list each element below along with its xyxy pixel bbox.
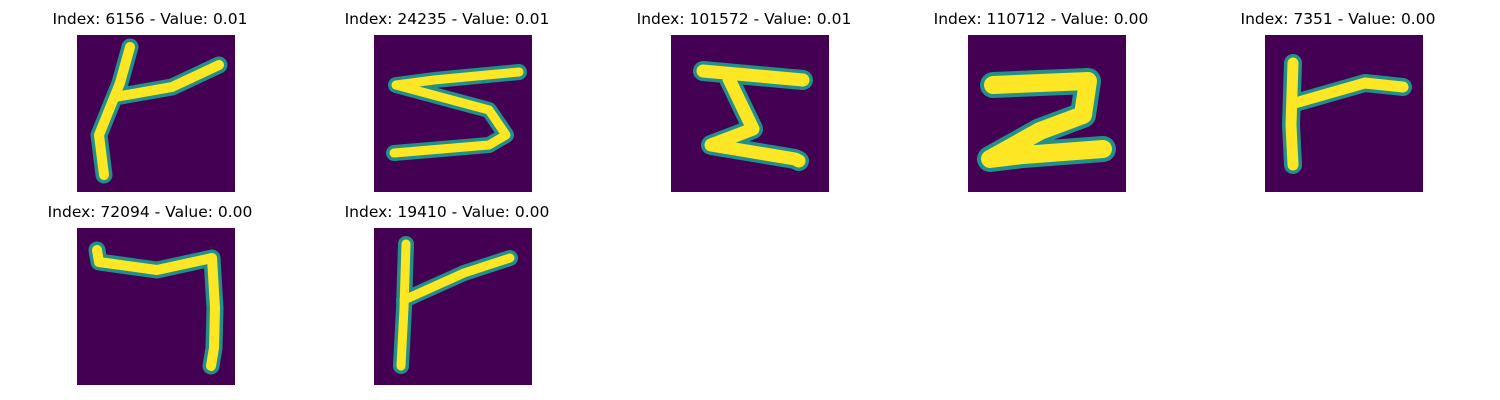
panel-title: Index: 72094 - Value: 0.00 [47, 203, 253, 221]
digit-image [1265, 35, 1423, 192]
digit-image [77, 35, 235, 192]
panel-3: Index: 110712 - Value: 0.00 [891, 0, 1191, 192]
digit-image [671, 35, 829, 192]
digit-stroke-drawing [693, 61, 813, 171]
panel-title: Index: 19410 - Value: 0.00 [344, 203, 550, 221]
panel-title: Index: 110712 - Value: 0.00 [933, 10, 1149, 28]
panel-6: Index: 19410 - Value: 0.00 [297, 193, 597, 385]
panel-5: Index: 72094 - Value: 0.00 [0, 193, 300, 385]
panel-1: Index: 24235 - Value: 0.01 [297, 0, 597, 192]
panel-2: Index: 101572 - Value: 0.01 [594, 0, 894, 192]
panel-title: Index: 101572 - Value: 0.01 [636, 10, 852, 28]
digit-stroke-drawing [1282, 54, 1412, 174]
digit-stroke-drawing [88, 241, 224, 375]
digit-stroke-drawing [977, 68, 1116, 172]
digit-image [77, 228, 235, 385]
digit-stroke-drawing [90, 38, 228, 184]
panel-4: Index: 7351 - Value: 0.00 [1188, 0, 1488, 192]
digit-image [374, 228, 532, 385]
digit-image [968, 35, 1126, 192]
panel-title: Index: 6156 - Value: 0.01 [52, 10, 248, 28]
panel-title: Index: 7351 - Value: 0.00 [1240, 10, 1436, 28]
digit-stroke-drawing [386, 64, 527, 161]
panel-title: Index: 24235 - Value: 0.01 [344, 10, 550, 28]
panel-0: Index: 6156 - Value: 0.01 [0, 0, 300, 192]
digit-image [374, 35, 532, 192]
digit-stroke-drawing [393, 236, 518, 374]
